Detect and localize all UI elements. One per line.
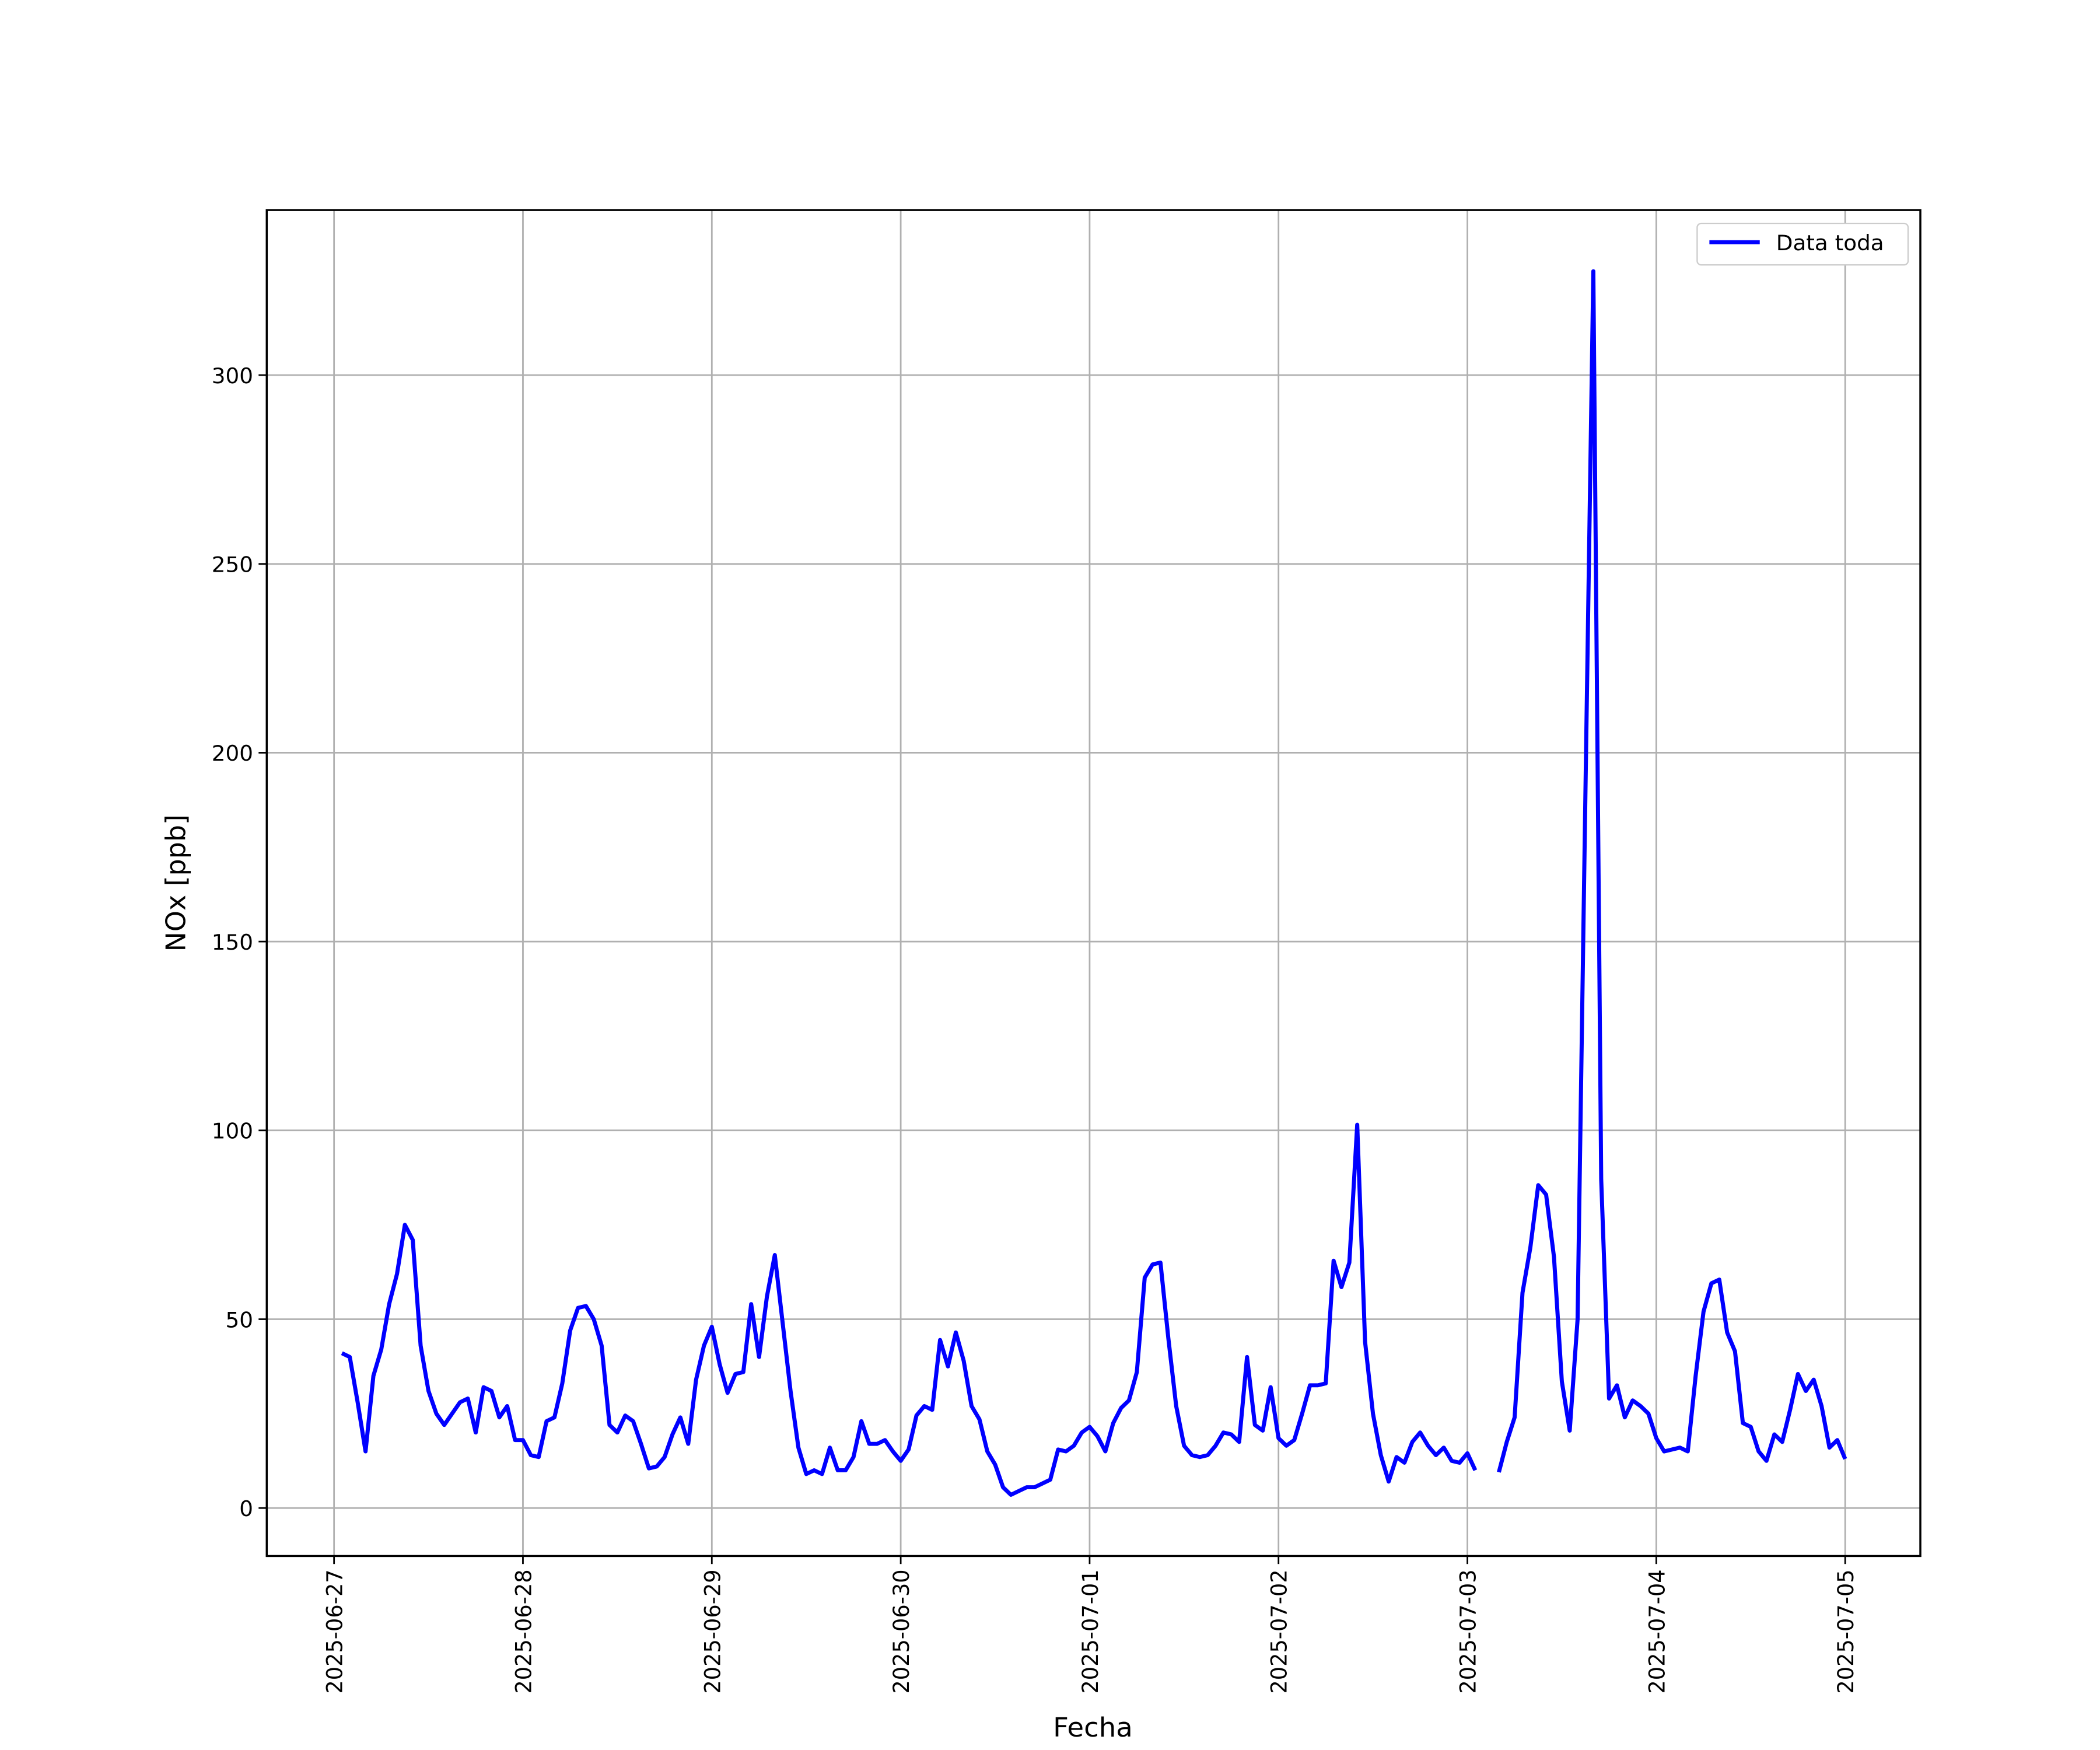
x-tick-label: 2025-07-02	[1266, 1569, 1292, 1693]
y-tick-label: 300	[212, 363, 253, 388]
y-tick-label: 0	[239, 1496, 253, 1521]
x-axis-label: Fecha	[1053, 1712, 1133, 1743]
data-line	[341, 269, 1847, 1497]
y-tick-label: 200	[212, 741, 253, 766]
y-tick-label: 100	[212, 1119, 253, 1144]
x-tick-label: 2025-06-30	[889, 1569, 914, 1693]
y-tick-label: 250	[212, 552, 253, 578]
x-tick-label: 2025-06-29	[700, 1569, 725, 1693]
x-tick-label: 2025-06-28	[511, 1569, 536, 1693]
x-tick-label: 2025-07-01	[1078, 1569, 1103, 1693]
legend-box	[1696, 222, 1909, 266]
x-tick-label: 2025-06-27	[322, 1569, 347, 1693]
plot-frame	[265, 209, 1922, 1558]
legend: Data toda	[1696, 222, 1909, 266]
y-tick-label: 150	[212, 930, 253, 955]
y-axis-label: NOx [ppb]	[160, 814, 191, 951]
x-tick-label: 2025-07-05	[1833, 1569, 1859, 1693]
y-tick-label: 50	[225, 1308, 253, 1333]
legend-label: Data toda	[1776, 230, 1884, 256]
x-tick-label: 2025-07-04	[1644, 1569, 1670, 1693]
x-tick-label: 2025-07-03	[1455, 1569, 1480, 1693]
